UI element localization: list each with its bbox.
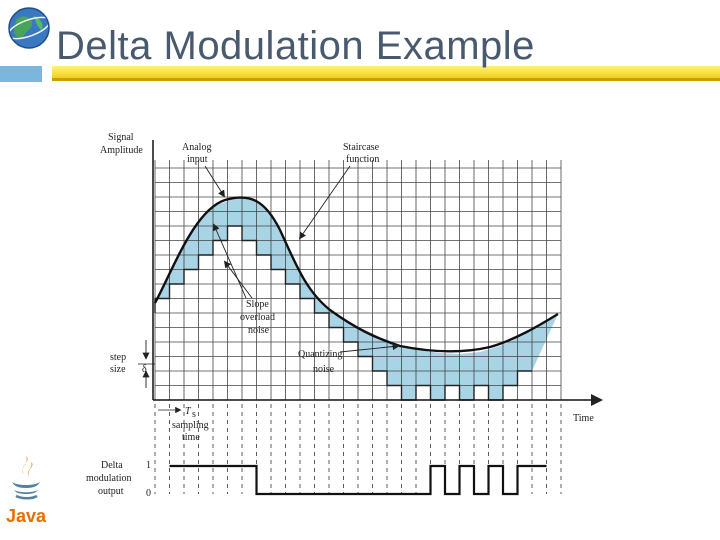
staircase-label-line2: function [346, 154, 379, 165]
output-label-line2: modulation [86, 473, 132, 484]
step-size-label-line1: step [110, 352, 126, 363]
output-high-label: 1 [146, 460, 151, 471]
analog-input-curve [153, 196, 559, 353]
java-flame-icon [22, 456, 28, 474]
quantizing-label-line2: noise [313, 364, 335, 375]
output-label-line3: output [98, 486, 124, 497]
ts-symbol: T [185, 406, 192, 417]
x-axis-label: Time [573, 413, 594, 424]
sampling-label-line2: time [182, 432, 200, 443]
sampling-markers [154, 404, 562, 494]
y-axis-label-line1: Signal [108, 132, 134, 143]
y-axis-label-line2: Amplitude [100, 145, 143, 156]
staircase-label-line1: Staircase [343, 142, 380, 153]
ts-subscript: s [192, 409, 196, 420]
delta-symbol: δ [142, 364, 147, 375]
slope-label-line1: Slope [246, 299, 269, 310]
quantizing-label-line1: Quantizing [298, 349, 342, 360]
sampling-label-line1: sampling [172, 420, 209, 431]
java-logo: Java [6, 456, 46, 526]
slope-label-line2: overload [240, 312, 275, 323]
analog-label-line1: Analog [182, 142, 211, 153]
step-size-label-line2: size [110, 364, 126, 375]
java-logo-text: Java [6, 506, 46, 526]
title-underline-bar [52, 66, 720, 81]
output-label-line1: Delta [101, 460, 123, 471]
slope-label-line3: noise [248, 325, 270, 336]
analog-label-line2: input [187, 154, 208, 165]
output-low-label: 0 [146, 488, 151, 499]
globe-icon [4, 4, 54, 52]
slide-title: Delta Modulation Example [56, 24, 535, 68]
header-tab-accent [0, 66, 42, 82]
delta-modulation-output-wave [169, 464, 547, 496]
